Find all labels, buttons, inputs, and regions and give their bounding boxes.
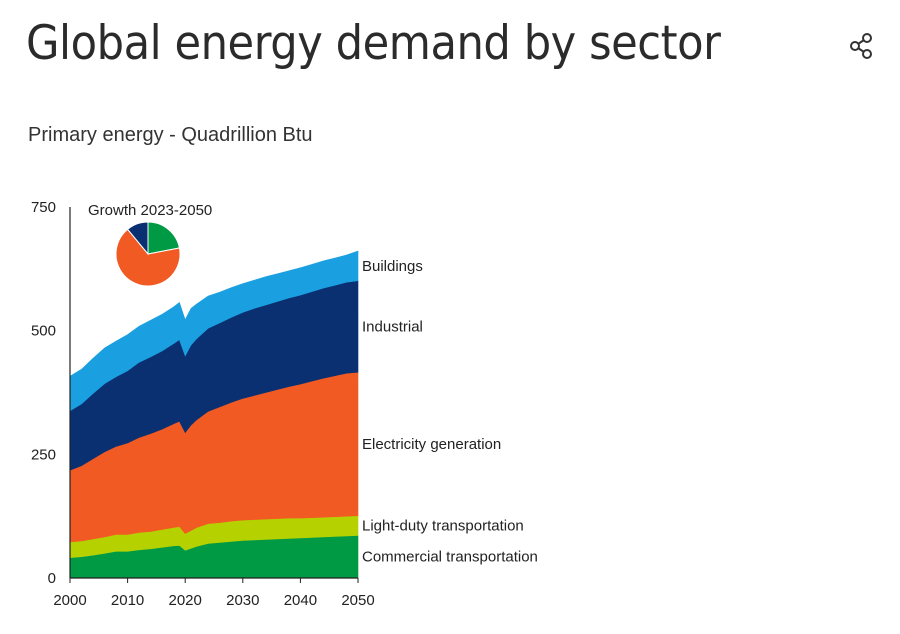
series-label-commercial-transportation: Commercial transportation: [362, 549, 538, 566]
pie-slice-electricity-generation: [115, 228, 181, 287]
series-label-electricity-generation: Electricity generation: [362, 436, 501, 453]
chart-subtitle: Primary energy - Quadrillion Btu: [28, 124, 313, 146]
x-tick-label: 2020: [169, 592, 202, 609]
pie-slice-industrial: [126, 221, 149, 256]
share-icon[interactable]: [844, 30, 878, 64]
page-title: Global energy demand by sector: [26, 16, 721, 71]
series-label-buildings: Buildings: [362, 258, 423, 275]
series-label-light-duty-transportation: Light-duty transportation: [362, 518, 524, 535]
x-tick-label: 2040: [284, 592, 317, 609]
pie-slice-commercial-transportation: [147, 221, 181, 255]
x-tick-label: 2050: [341, 592, 374, 609]
y-tick-label: 0: [48, 570, 56, 587]
area-buildings: [69, 250, 359, 412]
x-tick-label: 2000: [53, 592, 86, 609]
x-tick-label: 2010: [111, 592, 144, 609]
y-tick-label: 500: [31, 323, 56, 340]
x-tick-label: 2030: [226, 592, 259, 609]
inset-pie-title: Growth 2023-2050: [88, 202, 212, 219]
y-tick-label: 750: [31, 199, 56, 216]
series-label-industrial: Industrial: [362, 318, 423, 335]
y-tick-label: 250: [31, 446, 56, 463]
